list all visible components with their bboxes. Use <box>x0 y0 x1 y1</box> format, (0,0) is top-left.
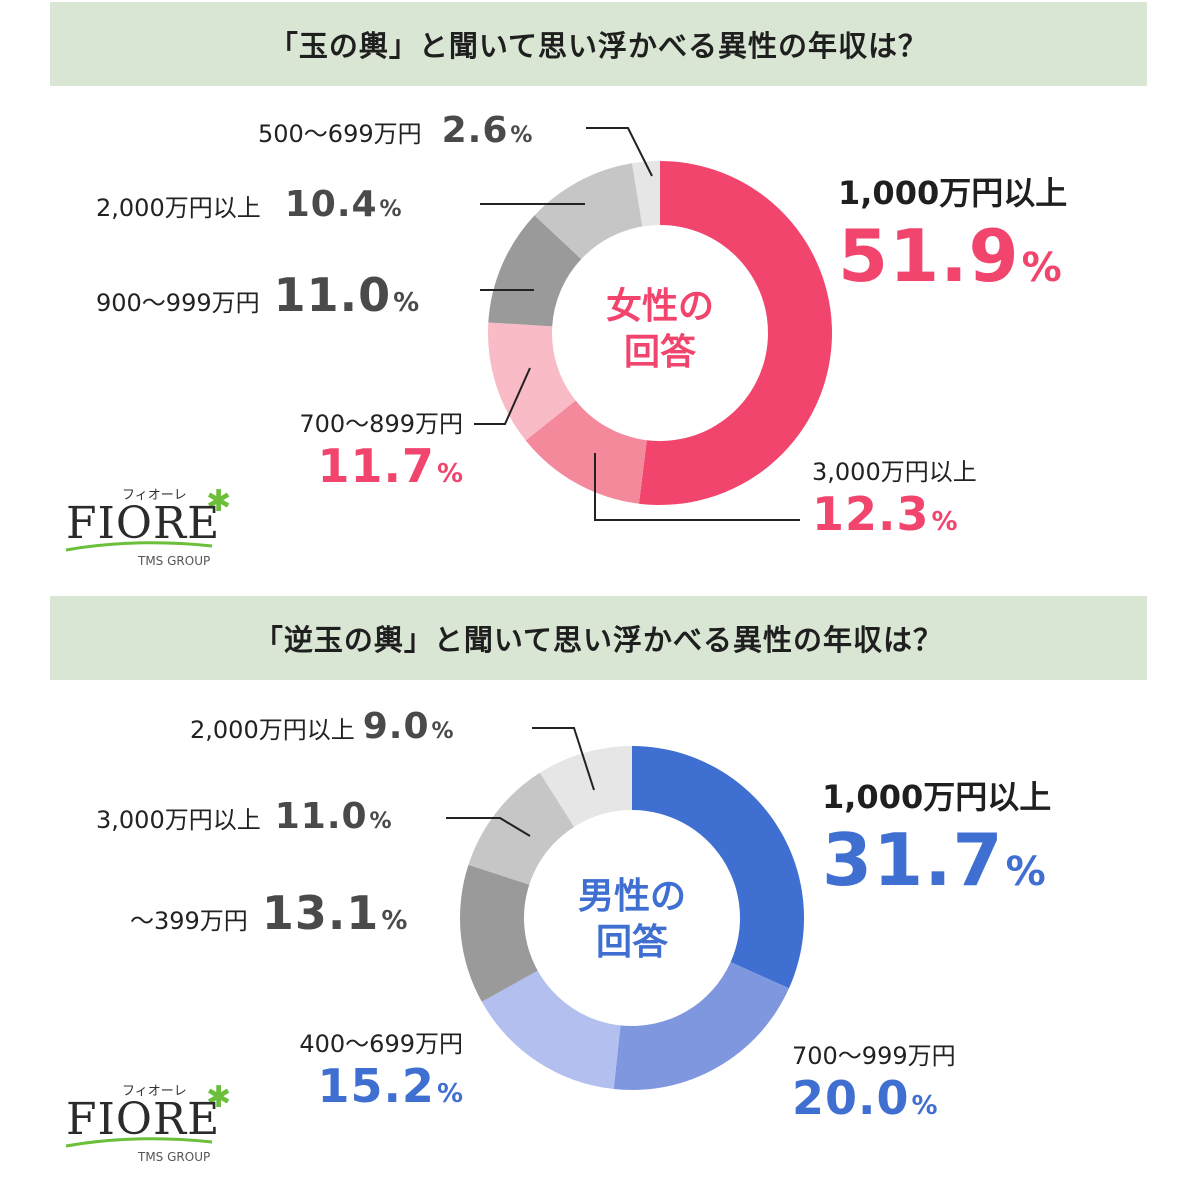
chart-1-slice-1 <box>525 400 647 504</box>
chart-2-center-line1: 男性の <box>577 876 686 917</box>
chart-1-slice-5 <box>631 161 660 227</box>
chart-2-label-1000-pct: % <box>1005 849 1046 895</box>
chart-1-center-line1: 女性の <box>605 286 714 327</box>
chart-1-label-500-699-name: 500〜699万円 <box>258 120 422 148</box>
chart-1-label-900-999-name: 900〜999万円 <box>96 289 260 317</box>
chart-1-title-band: 「玉の輿」と聞いて思い浮かべる異性の年収は？ <box>50 2 1147 86</box>
chart-1-label-3000-name: 3,000万円以上 <box>812 458 977 486</box>
fiore-logo-top: フィオーレ ✱ FIORE TMS GROUP <box>56 484 246 574</box>
chart-1-slice-4 <box>534 163 643 260</box>
logo-kana: フィオーレ <box>122 488 187 503</box>
chart-2-label-3000-name: 3,000万円以上 <box>96 806 261 834</box>
chart-2-title-band: 「逆玉の輿」と聞いて思い浮かべる異性の年収は？ <box>50 596 1147 680</box>
chart-1-label-500-699-pct: % <box>510 123 533 148</box>
chart-1-label-900-999-pct: % <box>393 288 420 318</box>
chart-2-label-399-name: 〜399万円 <box>130 907 248 935</box>
chart-2-label-399: 〜399万円 13.1% <box>130 886 407 940</box>
chart-1-label-700-899-pct: % <box>436 459 463 489</box>
chart-2-slice-4 <box>468 772 575 885</box>
chart-1-label-900-999-value: 11.0 <box>273 268 392 322</box>
logo-group: TMS GROUP <box>138 1150 211 1164</box>
chart-1-label-500-699: 500〜699万円 2.6% <box>258 110 532 151</box>
chart-1-leader-line-2 <box>474 367 531 425</box>
chart-2-slice-2 <box>481 970 621 1090</box>
chart-1-leader-line-1 <box>594 453 800 521</box>
chart-2-label-400-699-name: 400〜699万円 <box>299 1030 463 1058</box>
chart-2-label-3000-value: 11.0 <box>274 796 368 837</box>
chart-2-slice-3 <box>459 864 538 1002</box>
chart-2-title: 「逆玉の輿」と聞いて思い浮かべる異性の年収は？ <box>253 623 944 657</box>
chart-2-center-line2: 回答 <box>595 922 668 963</box>
chart-2-label-2000-name: 2,000万円以上 <box>190 716 355 744</box>
chart-1-label-3000-value: 12.3 <box>812 487 930 541</box>
chart-1-slice-3 <box>488 215 582 327</box>
chart-1-label-1000-value: 51.9 <box>838 214 1020 298</box>
chart-1-label-500-699-value: 2.6 <box>441 110 509 151</box>
logo-swoosh-icon <box>65 1137 213 1148</box>
chart-1-label-1000: 1,000万円以上 51.9% <box>838 168 1067 298</box>
chart-2-label-2000-pct: % <box>431 719 454 744</box>
chart-2-slice-5 <box>539 746 632 827</box>
logo-kana: フィオーレ <box>122 1084 187 1099</box>
chart-1-label-700-899-value: 11.7 <box>317 439 435 493</box>
chart-2-leader-line-4 <box>446 817 531 837</box>
chart-1-label-700-899: 700〜899万円 11.7% <box>268 404 463 493</box>
chart-2-slice-0 <box>632 746 804 989</box>
chart-1-title: 「玉の輿」と聞いて思い浮かべる異性の年収は？ <box>268 29 929 63</box>
chart-1-slice-0 <box>638 161 832 506</box>
chart-2-label-700-999-name: 700〜999万円 <box>792 1042 956 1070</box>
chart-2-label-400-699: 400〜699万円 15.2% <box>268 1024 463 1113</box>
chart-2-label-3000: 3,000万円以上 11.0% <box>96 796 392 837</box>
chart-1-label-1000-pct: % <box>1021 245 1062 291</box>
chart-1-label-2000-pct: % <box>379 197 402 222</box>
chart-1-label-1000-name: 1,000万円以上 <box>838 174 1068 212</box>
chart-1-label-3000: 3,000万円以上 12.3% <box>812 452 977 541</box>
logo-swoosh-icon <box>65 541 213 552</box>
chart-2-label-1000: 1,000万円以上 31.7% <box>822 772 1051 902</box>
chart-2-slice-1 <box>613 962 789 1090</box>
chart-2-label-2000: 2,000万円以上 9.0% <box>190 706 454 747</box>
logo-word: FIORE <box>66 498 221 549</box>
chart-2-label-400-699-pct: % <box>436 1079 463 1109</box>
chart-2-label-399-value: 13.1 <box>261 886 380 940</box>
logo-word: FIORE <box>66 1094 221 1145</box>
fiore-logo-bottom: フィオーレ ✱ FIORE TMS GROUP <box>56 1080 246 1170</box>
chart-2-label-400-699-value: 15.2 <box>317 1059 435 1113</box>
chart-2-label-700-999-pct: % <box>911 1091 938 1121</box>
chart-2-label-399-pct: % <box>381 906 408 936</box>
logo-group: TMS GROUP <box>138 554 211 568</box>
clover-icon: ✱ <box>206 484 232 519</box>
chart-1-donut-svg <box>474 127 832 521</box>
chart-1-label-700-899-name: 700〜899万円 <box>299 410 463 438</box>
chart-1-center-line2: 回答 <box>623 332 696 373</box>
chart-1-label-2000-name: 2,000万円以上 <box>96 194 261 222</box>
chart-2-label-3000-pct: % <box>369 809 392 834</box>
chart-2-label-1000-value: 31.7 <box>822 818 1004 902</box>
chart-2-label-700-999-value: 20.0 <box>792 1071 910 1125</box>
chart-2-leader-line-5 <box>532 727 595 791</box>
chart-1-label-900-999: 900〜999万円 11.0% <box>96 268 419 322</box>
chart-1-center-label: 女性の 回答 <box>560 284 760 376</box>
chart-2-label-1000-name: 1,000万円以上 <box>822 778 1052 816</box>
chart-1-label-2000-value: 10.4 <box>284 184 378 225</box>
chart-1-leader-line-5 <box>586 127 653 177</box>
chart-2-label-700-999: 700〜999万円 20.0% <box>792 1036 956 1125</box>
chart-2-label-2000-value: 9.0 <box>362 706 430 747</box>
chart-1-label-3000-pct: % <box>931 507 958 537</box>
chart-1-label-2000: 2,000万円以上 10.4% <box>96 184 402 225</box>
chart-2-center-label: 男性の 回答 <box>532 874 732 966</box>
chart-2-donut-svg <box>446 727 804 1090</box>
clover-icon: ✱ <box>206 1080 232 1115</box>
